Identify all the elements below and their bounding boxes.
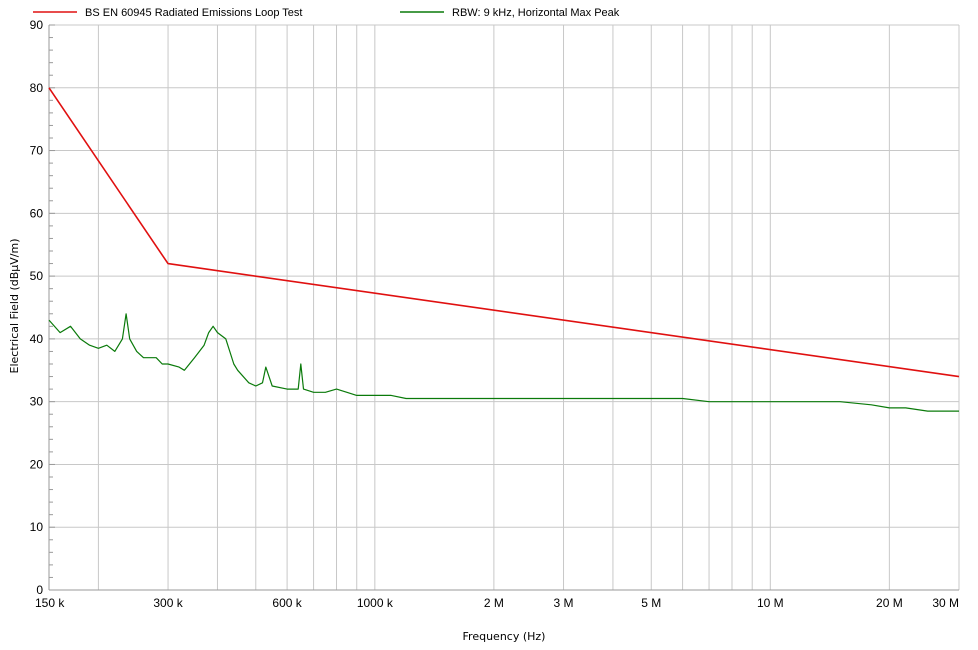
x-tick-label: 3 M xyxy=(554,596,574,610)
y-tick-label: 20 xyxy=(30,457,44,471)
y-axis-title: Electrical Field (dBµV/m) xyxy=(8,239,21,374)
x-tick-label: 5 M xyxy=(641,596,661,610)
x-tick-label: 2 M xyxy=(484,596,504,610)
axes xyxy=(48,24,959,591)
y-tick-label: 0 xyxy=(36,583,43,597)
x-tick-label: 150 k xyxy=(35,596,65,610)
x-tick-label: 1000 k xyxy=(357,596,394,610)
y-tick-label: 10 xyxy=(30,520,44,534)
legend: BS EN 60945 Radiated Emissions Loop Test… xyxy=(33,7,620,19)
y-tick-label: 50 xyxy=(30,269,44,283)
y-tick-label: 80 xyxy=(30,81,44,95)
emission-trace xyxy=(48,313,959,412)
y-tick-label: 40 xyxy=(30,332,44,346)
y-tick-label: 90 xyxy=(30,18,44,32)
x-axis-title: Frequency (Hz) xyxy=(463,630,546,643)
x-tick-label: 10 M xyxy=(757,596,784,610)
x-tick-label: 300 k xyxy=(153,596,183,610)
tick-labels: 0 10 20 30 40 50 60 70 80 90 150 k 300 k 600 k 1000 k… xyxy=(30,18,959,610)
x-tick-label: 600 k xyxy=(272,596,302,610)
grid xyxy=(49,24,960,590)
series-lines xyxy=(48,87,960,412)
x-tick-label: 20 M xyxy=(876,596,903,610)
x-tick-label: 30 M xyxy=(932,596,959,610)
y-tick-label: 70 xyxy=(30,144,44,158)
legend-text-limit: BS EN 60945 Radiated Emissions Loop Test xyxy=(85,7,302,19)
limit-line xyxy=(48,87,960,378)
legend-text-emission: RBW: 9 kHz, Horizontal Max Peak xyxy=(452,7,620,19)
y-tick-label: 60 xyxy=(30,206,44,220)
y-tick-label: 30 xyxy=(30,395,44,409)
